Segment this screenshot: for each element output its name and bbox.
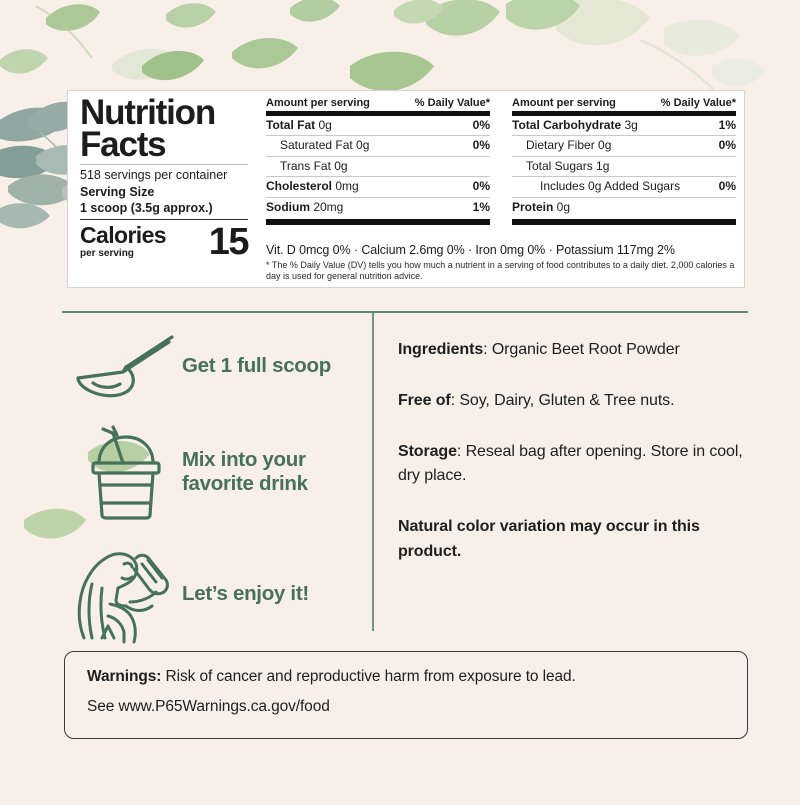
serving-size-label: Serving Size (80, 185, 155, 199)
nutrient-rows-right: Total Carbohydrate 3g 1% Dietary Fiber 0g 0… (512, 116, 736, 217)
nutrient-row: Includes 0g Added Sugars 0% (512, 176, 736, 196)
usage-step-3-text: Let’s enjoy it! (182, 582, 309, 606)
section-divider-horizontal (62, 311, 748, 313)
nutrient-name: Total Sugars 1g (526, 158, 610, 173)
section-divider-vertical (372, 313, 374, 631)
warnings-text: Risk of cancer and reproductive harm fro… (161, 668, 576, 685)
nutrient-row: Total Fat 0g 0% (266, 116, 490, 135)
nutrient-row: Saturated Fat 0g 0% (266, 135, 490, 155)
ingredients-value: : Organic Beet Root Powder (483, 341, 680, 358)
usage-step-1-text: Get 1 full scoop (182, 354, 331, 378)
free-of-label: Free of (398, 391, 451, 409)
ingredients-line: Ingredients: Organic Beet Root Powder (398, 338, 750, 363)
nutrient-row: Dietary Fiber 0g 0% (512, 135, 736, 155)
nutrient-daily-value: 1% (472, 199, 490, 214)
nutrient-daily-value: 0% (472, 138, 490, 153)
right-column-bottom-rule (512, 218, 736, 225)
column-header-rule-left (266, 111, 490, 116)
nutrient-column-left: Amount per serving % Daily Value* Total … (266, 97, 500, 240)
usage-steps: Get 1 full scoop Mix into your favorite … (70, 330, 365, 664)
nutrition-summary-column: Nutrition Facts 518 servings per contain… (68, 91, 258, 287)
nutrient-row: Total Sugars 1g (512, 155, 736, 176)
warnings-label: Warnings: (87, 668, 162, 685)
nutrient-daily-value: 0% (718, 138, 736, 153)
storage-value: : Reseal bag after opening. Store in coo… (398, 442, 743, 485)
nutrient-daily-value: 0% (718, 179, 736, 194)
ingredients-label: Ingredients (398, 341, 484, 358)
warnings-box: Warnings: Risk of cancer and reproductiv… (64, 651, 748, 739)
usage-step-3: Let’s enjoy it! (70, 542, 365, 646)
daily-value-footnote: * The % Daily Value (DV) tells you how m… (266, 259, 735, 282)
usage-step-2: Mix into your favorite drink (70, 420, 365, 524)
product-info-column: Ingredients: Organic Beet Root Powder Fr… (398, 338, 750, 591)
nutrient-name: Includes 0g Added Sugars (540, 179, 681, 194)
serving-size-value: 1 scoop (3.5g approx.) (80, 201, 213, 216)
calories-divider (80, 218, 248, 220)
nutrition-facts-panel: Nutrition Facts 518 servings per contain… (67, 90, 745, 288)
daily-value-label-right: % Daily Value* (660, 97, 736, 109)
free-of-line: Free of: Soy, Dairy, Gluten & Tree nuts. (398, 389, 750, 414)
title-divider (80, 164, 248, 166)
micronutrients-line: Vit. D 0mcg 0% · Calcium 2.6mg 0% · Iron… (266, 242, 675, 257)
nutrient-daily-value: 1% (718, 118, 736, 132)
calories-label: Calories (80, 221, 167, 248)
storage-label: Storage (398, 442, 457, 460)
column-header-rule-right (512, 111, 736, 116)
calories-value: 15 (208, 221, 250, 264)
nutrition-facts-title: Nutrition Facts (80, 95, 248, 165)
nutrient-name: Cholesterol 0mg (266, 179, 359, 194)
natural-variation-note: Natural color variation may occur in thi… (398, 518, 700, 560)
daily-value-label-left: % Daily Value* (414, 97, 490, 109)
nutrient-columns: Amount per serving % Daily Value* Total … (258, 91, 744, 287)
nutrient-row: Protein 0g (512, 196, 736, 217)
sprig-icon (35, 5, 93, 59)
left-column-bottom-rule (266, 218, 490, 225)
nutrient-two-columns: Amount per serving % Daily Value* Total … (266, 97, 736, 240)
drink-cup-icon (70, 420, 182, 524)
nutrient-row: Total Carbohydrate 3g 1% (512, 116, 736, 135)
nutrient-name: Sodium 20mg (266, 199, 344, 214)
nutrient-rows-left: Total Fat 0g 0% Saturated Fat 0g 0% Trans Fa… (266, 116, 490, 217)
nutrient-row: Sodium 20mg 1% (266, 196, 490, 217)
nutrient-name: Saturated Fat 0g (280, 138, 370, 153)
usage-step-1: Get 1 full scoop (70, 330, 365, 402)
nutrient-name: Protein 0g (512, 199, 571, 214)
column-header-left: Amount per serving % Daily Value* (266, 97, 490, 109)
column-header-right: Amount per serving % Daily Value* (512, 97, 736, 109)
nutrient-name: Trans Fat 0g (280, 158, 348, 173)
nutrient-row: Cholesterol 0mg 0% (266, 176, 490, 196)
nutrient-daily-value: 0% (472, 118, 490, 132)
calories-label-block: Calories per serving (80, 221, 167, 259)
nutrient-name: Total Fat 0g (266, 118, 332, 132)
free-of-value: : Soy, Dairy, Gluten & Tree nuts. (450, 391, 675, 409)
nutrient-name: Dietary Fiber 0g (526, 138, 612, 153)
title-line-facts: Facts (80, 125, 167, 165)
nutrient-daily-value: 0% (472, 179, 490, 194)
calories-sublabel: per serving (80, 247, 134, 259)
scoop-icon (70, 330, 182, 402)
nutrient-row: Trans Fat 0g (266, 155, 490, 176)
storage-line: Storage: Reseal bag after opening. Store… (398, 440, 750, 490)
amount-per-serving-label-right: Amount per serving (512, 97, 616, 109)
person-drinking-icon (70, 542, 182, 646)
warnings-line-2: See www.P65Warnings.ca.gov/food (87, 698, 330, 716)
nutrient-name: Total Carbohydrate 3g (512, 118, 638, 132)
amount-per-serving-label-left: Amount per serving (266, 97, 370, 109)
warnings-line-1: Warnings: Risk of cancer and reproductiv… (87, 666, 725, 688)
servings-per-container: 518 servings per container (80, 168, 228, 183)
usage-step-2-text: Mix into your favorite drink (182, 448, 308, 495)
calories-row: Calories per serving 15 (80, 221, 250, 264)
nutrient-column-right: Amount per serving % Daily Value* Total … (500, 97, 736, 240)
